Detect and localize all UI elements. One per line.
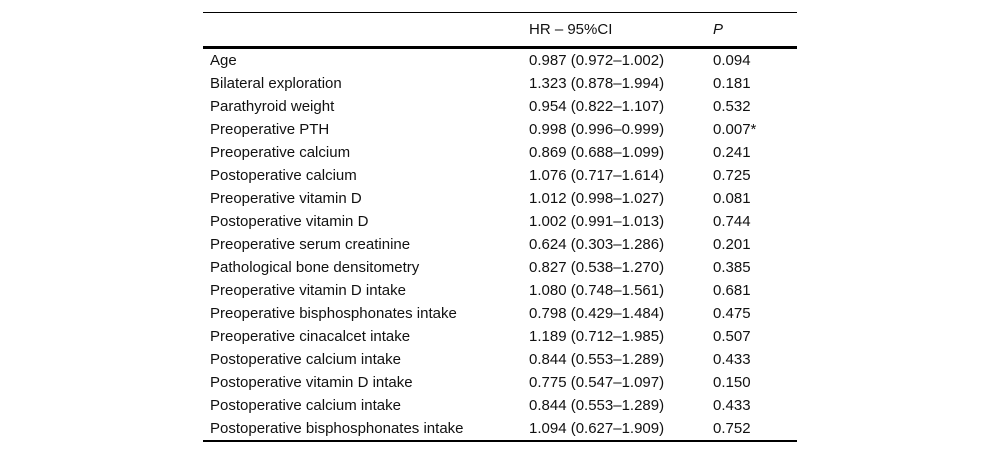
row-hr-ci: 0.624 (0.303–1.286) [529,236,665,253]
row-p-value: 0.725 [713,167,751,184]
table-row: Preoperative calcium 0.869 (0.688–1.099)… [203,141,797,164]
header-variable-blank [203,12,529,49]
table-row: Preoperative bisphosphonates intake 0.79… [203,302,797,325]
row-label: Preoperative vitamin D intake [210,282,406,299]
row-hr-ci: 0.987 (0.972–1.002) [529,52,665,69]
row-hr-ci: 0.954 (0.822–1.107) [529,98,665,115]
row-label: Preoperative serum creatinine [210,236,411,253]
table-row: Postoperative calcium intake 0.844 (0.55… [203,348,797,371]
row-hr-ci: 0.869 (0.688–1.099) [529,144,665,161]
row-label: Preoperative calcium [210,144,351,161]
header-hr-ci: HR – 95%CI [529,12,713,49]
row-p-value: 0.241 [713,144,751,161]
row-p-value: 0.681 [713,282,751,299]
row-label: Postoperative bisphosphonates intake [210,420,464,437]
table-row: Preoperative serum creatinine 0.624 (0.3… [203,233,797,256]
row-hr-ci: 1.012 (0.998–1.027) [529,190,665,207]
row-label: Preoperative PTH [210,121,330,138]
row-p-value: 0.532 [713,98,751,115]
row-label: Bilateral exploration [210,75,342,92]
row-hr-ci: 1.002 (0.991–1.013) [529,213,665,230]
row-label: Postoperative vitamin D intake [210,374,413,391]
row-p-value: 0.433 [713,397,751,414]
row-p-value: 0.181 [713,75,751,92]
table-row: Postoperative calcium 1.076 (0.717–1.614… [203,164,797,187]
row-hr-ci: 1.080 (0.748–1.561) [529,282,665,299]
row-p-value: 0.507 [713,328,751,345]
table-header: HR – 95%CI P [203,12,797,49]
row-hr-ci: 0.998 (0.996–0.999) [529,121,665,138]
row-p-value: 0.385 [713,259,751,276]
row-hr-ci: 1.189 (0.712–1.985) [529,328,665,345]
table-row: Pathological bone densitometry 0.827 (0.… [203,256,797,279]
table-row: Preoperative PTH 0.998 (0.996–0.999) 0.0… [203,118,797,141]
header-row: HR – 95%CI P [203,12,797,49]
row-p-value: 0.094 [713,52,751,69]
row-hr-ci: 0.827 (0.538–1.270) [529,259,665,276]
row-p-value: 0.007* [713,121,757,138]
table-row: Postoperative vitamin D intake 0.775 (0.… [203,371,797,394]
row-label: Postoperative vitamin D [210,213,369,230]
row-label: Preoperative cinacalcet intake [210,328,411,345]
row-label: Parathyroid weight [210,98,335,115]
table-row: Bilateral exploration 1.323 (0.878–1.994… [203,72,797,95]
table-row: Postoperative bisphosphonates intake 1.0… [203,417,797,441]
row-hr-ci: 0.844 (0.553–1.289) [529,351,665,368]
row-label: Age [210,52,237,69]
row-label: Preoperative bisphosphonates intake [210,305,457,322]
table-row: Age 0.987 (0.972–1.002) 0.094 [203,48,797,73]
row-hr-ci: 1.323 (0.878–1.994) [529,75,665,92]
row-label: Postoperative calcium intake [210,397,401,414]
table-row: Postoperative vitamin D 1.002 (0.991–1.0… [203,210,797,233]
row-p-value: 0.150 [713,374,751,391]
row-label: Preoperative vitamin D [210,190,362,207]
row-p-value: 0.081 [713,190,751,207]
table-body: Age 0.987 (0.972–1.002) 0.094 Bilateral … [203,48,797,442]
row-label: Postoperative calcium [210,167,357,184]
table-row: Postoperative calcium intake 0.844 (0.55… [203,394,797,417]
table-row: Preoperative vitamin D 1.012 (0.998–1.02… [203,187,797,210]
table-row: Preoperative cinacalcet intake 1.189 (0.… [203,325,797,348]
table-row: Parathyroid weight 0.954 (0.822–1.107) 0… [203,95,797,118]
row-label: Pathological bone densitometry [210,259,420,276]
row-p-value: 0.201 [713,236,751,253]
header-p-value: P [713,12,797,49]
row-hr-ci: 0.844 (0.553–1.289) [529,397,665,414]
table-row: Preoperative vitamin D intake 1.080 (0.7… [203,279,797,302]
row-p-value: 0.475 [713,305,751,322]
regression-table: HR – 95%CI P Age 0.987 (0.972–1.002) 0.0… [203,12,797,442]
row-hr-ci: 0.798 (0.429–1.484) [529,305,665,322]
row-hr-ci: 1.094 (0.627–1.909) [529,420,665,437]
row-hr-ci: 1.076 (0.717–1.614) [529,167,665,184]
row-label: Postoperative calcium intake [210,351,401,368]
row-p-value: 0.744 [713,213,751,230]
row-p-value: 0.752 [713,420,751,437]
row-p-value: 0.433 [713,351,751,368]
row-hr-ci: 0.775 (0.547–1.097) [529,374,665,391]
